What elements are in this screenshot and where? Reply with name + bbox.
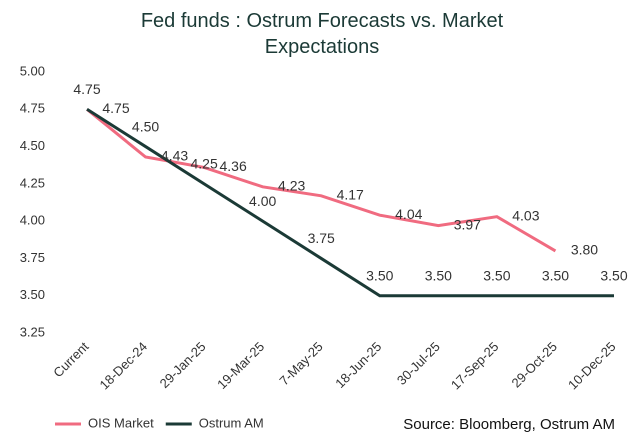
data-label: 4.25 (190, 156, 217, 172)
data-label: 4.75 (73, 81, 100, 97)
legend-label: OIS Market (88, 415, 154, 430)
data-label: 4.00 (249, 193, 276, 209)
data-label: 4.03 (512, 207, 539, 223)
data-label: 4.50 (132, 118, 159, 134)
x-tick-label: 30-Jul-25 (394, 339, 443, 388)
x-tick-label: 29-Oct-25 (509, 339, 560, 390)
data-label: 3.50 (600, 267, 627, 283)
data-label: 3.80 (571, 242, 598, 258)
data-label: 4.75 (102, 100, 129, 116)
y-tick-label: 3.50 (20, 287, 45, 302)
x-tick-label: 7-May-25 (276, 339, 325, 388)
x-tick-label: 18-Dec-24 (97, 339, 151, 393)
data-label: 4.23 (278, 178, 305, 194)
y-tick-label: 3.75 (20, 250, 45, 265)
data-label: 3.50 (425, 267, 452, 283)
y-tick-label: 4.75 (20, 101, 45, 116)
x-tick-label: Current (50, 339, 92, 381)
data-label: 3.75 (308, 230, 335, 246)
x-tick-label: 19-Mar-25 (214, 339, 267, 392)
y-tick-label: 5.00 (20, 63, 45, 78)
data-label: 4.17 (337, 186, 364, 202)
series-line (86, 108, 614, 298)
data-label: 3.97 (454, 216, 481, 232)
data-label: 4.43 (161, 148, 188, 164)
x-tick-label: 18-Jun-25 (332, 339, 384, 391)
x-tick-label: 10-Dec-25 (565, 339, 619, 393)
y-tick-label: 4.00 (20, 213, 45, 228)
y-tick-label: 3.25 (20, 324, 45, 339)
data-label: 3.50 (483, 267, 510, 283)
y-tick-label: 4.25 (20, 175, 45, 190)
chart-title: Fed funds : Ostrum Forecasts vs. Market … (140, 10, 504, 58)
data-label: 4.36 (219, 158, 246, 174)
x-tick-label: 29-Jan-25 (157, 339, 209, 391)
source: Source: Bloomberg, Ostrum AM (403, 416, 615, 433)
data-label: 4.04 (395, 206, 422, 222)
data-label: 3.50 (542, 267, 569, 283)
data-label: 3.50 (366, 267, 393, 283)
y-tick-label: 4.50 (20, 138, 45, 153)
legend-label: Ostrum AM (199, 415, 264, 430)
x-tick-label: 17-Sep-25 (448, 339, 502, 393)
